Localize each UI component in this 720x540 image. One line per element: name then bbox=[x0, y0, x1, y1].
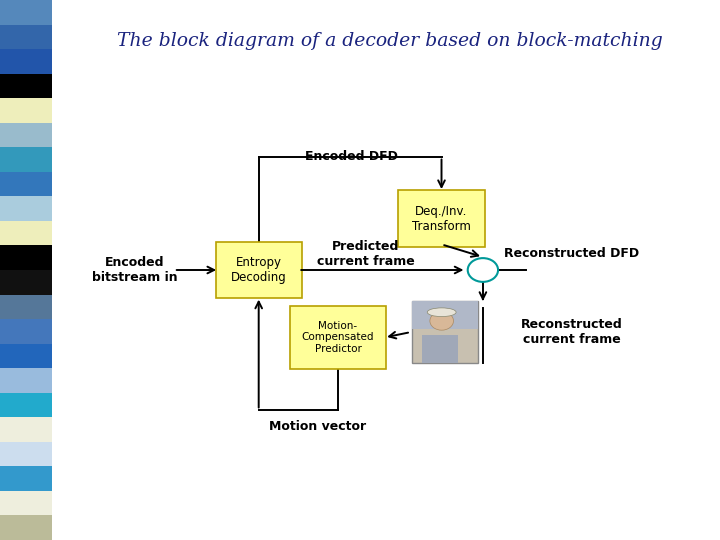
Bar bbox=[0, 417, 52, 442]
Text: The block diagram of a decoder based on block-matching: The block diagram of a decoder based on … bbox=[117, 31, 662, 50]
Bar bbox=[0, 0, 52, 24]
FancyBboxPatch shape bbox=[289, 306, 387, 368]
Text: Encoded DFD: Encoded DFD bbox=[305, 150, 398, 163]
Bar bbox=[0, 221, 52, 246]
Ellipse shape bbox=[427, 308, 456, 316]
Text: Motion-
Compensated
Predictor: Motion- Compensated Predictor bbox=[302, 321, 374, 354]
Bar bbox=[0, 98, 52, 123]
Bar bbox=[412, 301, 478, 363]
Bar bbox=[0, 319, 52, 343]
Text: Entropy
Decoding: Entropy Decoding bbox=[231, 256, 287, 284]
Text: Motion vector: Motion vector bbox=[269, 420, 366, 433]
Circle shape bbox=[430, 312, 454, 330]
Bar bbox=[0, 294, 52, 319]
Bar bbox=[0, 246, 52, 270]
Bar bbox=[0, 73, 52, 98]
Bar bbox=[412, 301, 478, 329]
Text: Encoded
bitstream in: Encoded bitstream in bbox=[91, 256, 177, 284]
Bar bbox=[422, 335, 458, 363]
FancyBboxPatch shape bbox=[215, 241, 302, 298]
Text: Deq./Inv.
Transform: Deq./Inv. Transform bbox=[412, 205, 471, 233]
Bar bbox=[0, 24, 52, 49]
Text: Reconstructed
current frame: Reconstructed current frame bbox=[521, 318, 623, 346]
Bar bbox=[0, 197, 52, 221]
Bar bbox=[0, 270, 52, 294]
Bar bbox=[0, 442, 52, 467]
Bar bbox=[0, 123, 52, 147]
Text: Predicted
current frame: Predicted current frame bbox=[317, 240, 415, 268]
Bar bbox=[0, 172, 52, 197]
Bar bbox=[0, 393, 52, 417]
Bar bbox=[0, 147, 52, 172]
Text: Reconstructed DFD: Reconstructed DFD bbox=[503, 247, 639, 260]
Bar bbox=[0, 368, 52, 393]
Circle shape bbox=[468, 258, 498, 282]
FancyBboxPatch shape bbox=[398, 191, 485, 247]
Bar bbox=[0, 49, 52, 73]
Bar bbox=[0, 343, 52, 368]
Bar bbox=[0, 467, 52, 491]
Bar bbox=[0, 516, 52, 540]
Bar bbox=[0, 491, 52, 516]
